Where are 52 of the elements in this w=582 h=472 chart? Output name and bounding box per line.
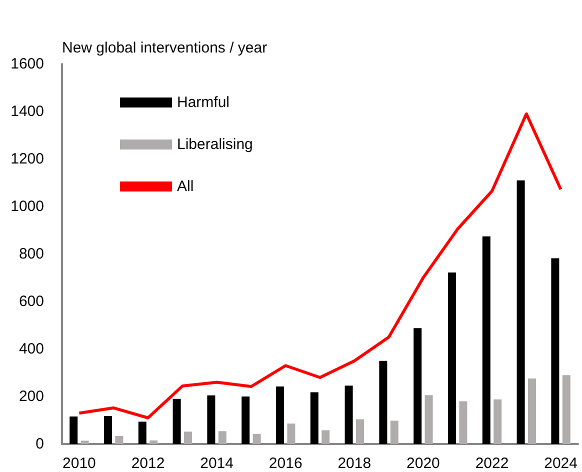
bar [184, 432, 192, 444]
y-axis-title: New global interventions / year [62, 40, 268, 56]
x-tick-label: 2024 [544, 455, 578, 472]
x-tick-label: 2020 [406, 455, 440, 472]
y-tick-label: 1200 [10, 150, 44, 168]
bar [207, 395, 216, 444]
bar [276, 386, 284, 444]
bar [528, 378, 536, 444]
bar [356, 419, 364, 444]
y-tick-label: 200 [18, 388, 44, 405]
bar [287, 424, 296, 444]
bar [459, 401, 468, 444]
bar [218, 431, 226, 444]
y-tick-label: 1000 [10, 198, 44, 215]
y-tick-label: 0 [36, 436, 44, 452]
bar [252, 434, 261, 444]
legend-label: All [177, 178, 194, 195]
x-tick-label: 2014 [200, 455, 234, 472]
bar [494, 399, 502, 444]
bar [242, 396, 250, 444]
bar [172, 398, 181, 444]
bar [551, 258, 560, 444]
x-tick-label: 2018 [338, 455, 372, 472]
bar [562, 375, 570, 444]
x-tick-label: 2010 [62, 455, 96, 472]
x-tick-label: 2022 [475, 455, 509, 472]
legend-label: Harmful [177, 94, 230, 111]
legend-label: Liberalising [177, 136, 253, 153]
bar [80, 440, 89, 444]
x-tick-label: 2016 [268, 455, 302, 472]
bar [424, 395, 433, 444]
y-tick-label: 600 [18, 293, 44, 310]
y-tick-label: 800 [18, 246, 44, 262]
bar [310, 392, 318, 444]
bar [482, 236, 490, 444]
bar [322, 430, 330, 444]
bar [414, 328, 422, 444]
bar [390, 420, 398, 444]
bar [344, 386, 353, 444]
bar [70, 416, 78, 444]
y-tick-label: 400 [18, 340, 44, 358]
line-series [78, 112, 562, 420]
y-tick-label: 1400 [10, 103, 44, 120]
bar [138, 422, 146, 444]
bar [448, 272, 456, 444]
bar [150, 440, 158, 444]
bar [115, 436, 124, 444]
bar [104, 416, 112, 444]
bar [379, 360, 388, 444]
x-tick-label: 2012 [131, 455, 165, 472]
y-tick-label: 1600 [10, 56, 44, 72]
bar [516, 180, 525, 444]
